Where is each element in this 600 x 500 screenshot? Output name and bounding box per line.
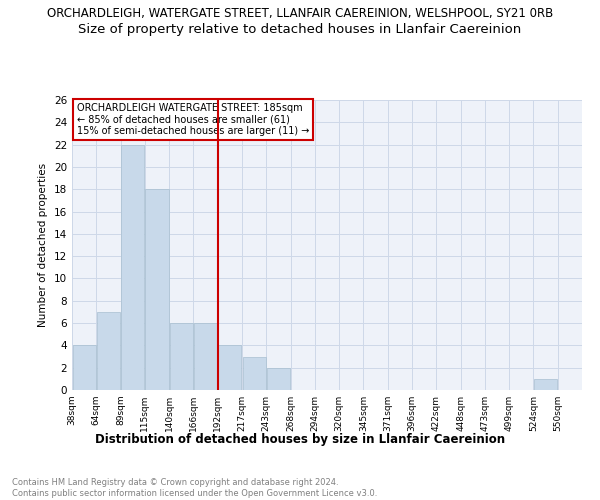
- Text: Contains HM Land Registry data © Crown copyright and database right 2024.
Contai: Contains HM Land Registry data © Crown c…: [12, 478, 377, 498]
- Bar: [73, 346, 95, 390]
- Bar: [170, 323, 193, 390]
- Bar: [267, 368, 290, 390]
- Text: ORCHARDLEIGH, WATERGATE STREET, LLANFAIR CAEREINION, WELSHPOOL, SY21 0RB: ORCHARDLEIGH, WATERGATE STREET, LLANFAIR…: [47, 8, 553, 20]
- Bar: [534, 379, 557, 390]
- Bar: [242, 356, 266, 390]
- Text: Distribution of detached houses by size in Llanfair Caereinion: Distribution of detached houses by size …: [95, 432, 505, 446]
- Bar: [218, 346, 241, 390]
- Bar: [145, 189, 169, 390]
- Text: Size of property relative to detached houses in Llanfair Caereinion: Size of property relative to detached ho…: [79, 22, 521, 36]
- Bar: [194, 323, 217, 390]
- Bar: [97, 312, 120, 390]
- Text: ORCHARDLEIGH WATERGATE STREET: 185sqm
← 85% of detached houses are smaller (61)
: ORCHARDLEIGH WATERGATE STREET: 185sqm ← …: [77, 103, 310, 136]
- Bar: [121, 144, 144, 390]
- Y-axis label: Number of detached properties: Number of detached properties: [38, 163, 49, 327]
